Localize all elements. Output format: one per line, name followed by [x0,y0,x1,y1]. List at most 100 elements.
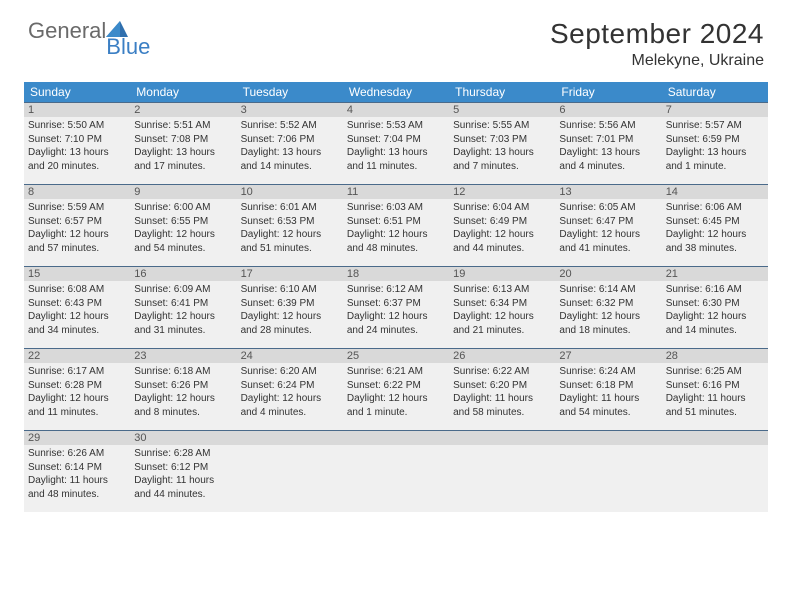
day-number: 17 [237,266,343,281]
weekday-header: Wednesday [343,82,449,102]
calendar-day-cell: 13Sunrise: 6:05 AMSunset: 6:47 PMDayligh… [555,184,661,266]
calendar-day-cell: 7Sunrise: 5:57 AMSunset: 6:59 PMDaylight… [662,102,768,184]
calendar-day-cell: 26Sunrise: 6:22 AMSunset: 6:20 PMDayligh… [449,348,555,430]
calendar-empty-cell [237,430,343,512]
weekday-header: Monday [130,82,236,102]
day-details: Sunrise: 5:51 AMSunset: 7:08 PMDaylight:… [130,117,236,177]
calendar-day-cell: 30Sunrise: 6:28 AMSunset: 6:12 PMDayligh… [130,430,236,512]
calendar-empty-cell [343,430,449,512]
day-number: 13 [555,184,661,199]
day-number: 1 [24,102,130,117]
day-number: 8 [24,184,130,199]
calendar-empty-cell [662,430,768,512]
calendar-day-cell: 10Sunrise: 6:01 AMSunset: 6:53 PMDayligh… [237,184,343,266]
day-number: 25 [343,348,449,363]
day-details: Sunrise: 5:55 AMSunset: 7:03 PMDaylight:… [449,117,555,177]
day-details: Sunrise: 5:53 AMSunset: 7:04 PMDaylight:… [343,117,449,177]
day-details: Sunrise: 6:04 AMSunset: 6:49 PMDaylight:… [449,199,555,259]
calendar-body: 1Sunrise: 5:50 AMSunset: 7:10 PMDaylight… [24,102,768,512]
calendar-day-cell: 21Sunrise: 6:16 AMSunset: 6:30 PMDayligh… [662,266,768,348]
day-number: 3 [237,102,343,117]
day-number: 28 [662,348,768,363]
calendar-week-row: 15Sunrise: 6:08 AMSunset: 6:43 PMDayligh… [24,266,768,348]
day-details: Sunrise: 6:09 AMSunset: 6:41 PMDaylight:… [130,281,236,341]
day-details: Sunrise: 6:00 AMSunset: 6:55 PMDaylight:… [130,199,236,259]
day-details: Sunrise: 6:18 AMSunset: 6:26 PMDaylight:… [130,363,236,423]
calendar-week-row: 8Sunrise: 5:59 AMSunset: 6:57 PMDaylight… [24,184,768,266]
calendar-day-cell: 9Sunrise: 6:00 AMSunset: 6:55 PMDaylight… [130,184,236,266]
calendar-day-cell: 5Sunrise: 5:55 AMSunset: 7:03 PMDaylight… [449,102,555,184]
day-details: Sunrise: 6:03 AMSunset: 6:51 PMDaylight:… [343,199,449,259]
calendar-day-cell: 4Sunrise: 5:53 AMSunset: 7:04 PMDaylight… [343,102,449,184]
calendar-day-cell: 29Sunrise: 6:26 AMSunset: 6:14 PMDayligh… [24,430,130,512]
month-title: September 2024 [550,18,764,50]
day-details: Sunrise: 6:22 AMSunset: 6:20 PMDaylight:… [449,363,555,423]
day-details: Sunrise: 6:01 AMSunset: 6:53 PMDaylight:… [237,199,343,259]
logo: General Blue [28,18,174,44]
location: Melekyne, Ukraine [550,52,764,70]
day-details: Sunrise: 6:14 AMSunset: 6:32 PMDaylight:… [555,281,661,341]
day-details: Sunrise: 5:50 AMSunset: 7:10 PMDaylight:… [24,117,130,177]
day-details: Sunrise: 5:59 AMSunset: 6:57 PMDaylight:… [24,199,130,259]
weekday-header: Friday [555,82,661,102]
day-details: Sunrise: 6:12 AMSunset: 6:37 PMDaylight:… [343,281,449,341]
day-number: 22 [24,348,130,363]
calendar-day-cell: 22Sunrise: 6:17 AMSunset: 6:28 PMDayligh… [24,348,130,430]
calendar-day-cell: 14Sunrise: 6:06 AMSunset: 6:45 PMDayligh… [662,184,768,266]
calendar-day-cell: 1Sunrise: 5:50 AMSunset: 7:10 PMDaylight… [24,102,130,184]
title-block: September 2024 Melekyne, Ukraine [550,18,764,70]
calendar-day-cell: 18Sunrise: 6:12 AMSunset: 6:37 PMDayligh… [343,266,449,348]
calendar-day-cell: 16Sunrise: 6:09 AMSunset: 6:41 PMDayligh… [130,266,236,348]
calendar-week-row: 22Sunrise: 6:17 AMSunset: 6:28 PMDayligh… [24,348,768,430]
day-details: Sunrise: 6:13 AMSunset: 6:34 PMDaylight:… [449,281,555,341]
calendar-day-cell: 19Sunrise: 6:13 AMSunset: 6:34 PMDayligh… [449,266,555,348]
day-number: 15 [24,266,130,281]
calendar-day-cell: 15Sunrise: 6:08 AMSunset: 6:43 PMDayligh… [24,266,130,348]
day-details: Sunrise: 6:16 AMSunset: 6:30 PMDaylight:… [662,281,768,341]
day-number: 7 [662,102,768,117]
day-number: 11 [343,184,449,199]
day-number: 14 [662,184,768,199]
day-number: 20 [555,266,661,281]
weekday-header: Tuesday [237,82,343,102]
calendar-day-cell: 8Sunrise: 5:59 AMSunset: 6:57 PMDaylight… [24,184,130,266]
day-number: 19 [449,266,555,281]
calendar-day-cell: 17Sunrise: 6:10 AMSunset: 6:39 PMDayligh… [237,266,343,348]
calendar-week-row: 1Sunrise: 5:50 AMSunset: 7:10 PMDaylight… [24,102,768,184]
day-number: 21 [662,266,768,281]
day-details: Sunrise: 6:05 AMSunset: 6:47 PMDaylight:… [555,199,661,259]
day-details: Sunrise: 5:57 AMSunset: 6:59 PMDaylight:… [662,117,768,177]
page-header: General Blue September 2024 Melekyne, Uk… [0,0,792,76]
calendar-day-cell: 3Sunrise: 5:52 AMSunset: 7:06 PMDaylight… [237,102,343,184]
day-details: Sunrise: 6:28 AMSunset: 6:12 PMDaylight:… [130,445,236,505]
day-number: 9 [130,184,236,199]
logo-text-general: General [28,18,106,44]
day-number: 24 [237,348,343,363]
day-number: 2 [130,102,236,117]
day-details: Sunrise: 6:24 AMSunset: 6:18 PMDaylight:… [555,363,661,423]
calendar-day-cell: 23Sunrise: 6:18 AMSunset: 6:26 PMDayligh… [130,348,236,430]
calendar-day-cell: 2Sunrise: 5:51 AMSunset: 7:08 PMDaylight… [130,102,236,184]
weekday-header: Thursday [449,82,555,102]
day-details: Sunrise: 6:25 AMSunset: 6:16 PMDaylight:… [662,363,768,423]
calendar-empty-cell [449,430,555,512]
day-number: 12 [449,184,555,199]
day-number: 26 [449,348,555,363]
day-number: 5 [449,102,555,117]
calendar-day-cell: 12Sunrise: 6:04 AMSunset: 6:49 PMDayligh… [449,184,555,266]
day-details: Sunrise: 6:10 AMSunset: 6:39 PMDaylight:… [237,281,343,341]
calendar-table: SundayMondayTuesdayWednesdayThursdayFrid… [24,82,768,512]
weekday-header: Sunday [24,82,130,102]
calendar-empty-cell [555,430,661,512]
weekday-header: Saturday [662,82,768,102]
calendar-day-cell: 24Sunrise: 6:20 AMSunset: 6:24 PMDayligh… [237,348,343,430]
calendar-day-cell: 11Sunrise: 6:03 AMSunset: 6:51 PMDayligh… [343,184,449,266]
day-details: Sunrise: 6:06 AMSunset: 6:45 PMDaylight:… [662,199,768,259]
day-details: Sunrise: 5:52 AMSunset: 7:06 PMDaylight:… [237,117,343,177]
calendar-day-cell: 28Sunrise: 6:25 AMSunset: 6:16 PMDayligh… [662,348,768,430]
day-number: 6 [555,102,661,117]
day-details: Sunrise: 6:20 AMSunset: 6:24 PMDaylight:… [237,363,343,423]
calendar-day-cell: 25Sunrise: 6:21 AMSunset: 6:22 PMDayligh… [343,348,449,430]
day-number: 27 [555,348,661,363]
calendar-head: SundayMondayTuesdayWednesdayThursdayFrid… [24,82,768,102]
